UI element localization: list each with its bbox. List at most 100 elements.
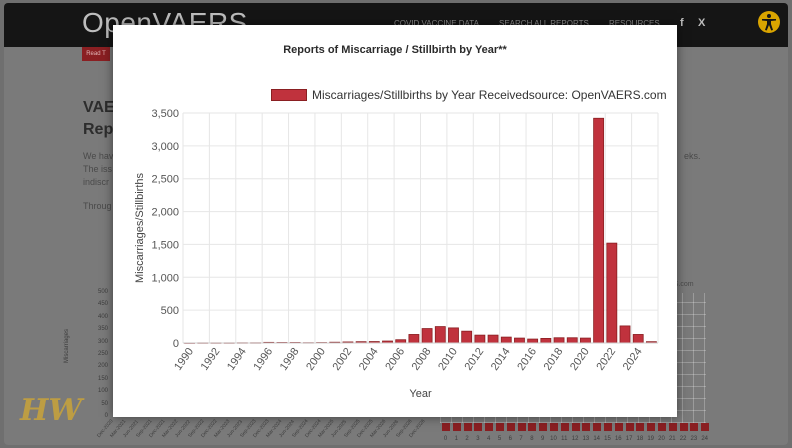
bg-chart2-bar xyxy=(485,423,494,431)
bg-chart2-bar xyxy=(517,423,526,431)
bar-2016 xyxy=(527,338,539,344)
x-tick-label: 2014 xyxy=(489,346,513,373)
chart-title: Reports of Miscarriage / Stillbirth by Y… xyxy=(283,44,507,56)
bg-paragraph-line1: We hav xyxy=(83,151,114,161)
bar-2013 xyxy=(487,334,499,344)
bg-chart-ytick: 150 xyxy=(97,375,108,382)
bg-chart2-xtick: 19 xyxy=(647,436,655,442)
x-tick-label: 2012 xyxy=(462,346,486,373)
bg-chart2-xtick: 9 xyxy=(541,436,545,442)
read-button[interactable]: Read T xyxy=(82,47,110,61)
facebook-icon[interactable]: f xyxy=(680,17,684,29)
nav-resources[interactable]: RESOURCES xyxy=(609,19,660,28)
accessibility-icon[interactable] xyxy=(758,11,780,33)
bg-chart2-xtick: 21 xyxy=(668,436,676,442)
bg-chart2-bar xyxy=(593,423,602,431)
y-tick-label: 1,000 xyxy=(151,272,179,284)
bg-chart2-bar xyxy=(442,423,450,431)
bg-chart2-xtick: 4 xyxy=(487,436,491,442)
bg-chart2-bar xyxy=(614,423,623,431)
bg-chart-ytick: 450 xyxy=(97,301,108,308)
bg-chart-source: ERS.com xyxy=(664,281,694,288)
bg-chart2-bar xyxy=(463,423,472,431)
x-tick-label: 2002 xyxy=(331,346,355,373)
bg-page-title-line1: VAE xyxy=(83,99,115,116)
bg-paragraph-right: eks. xyxy=(684,151,701,161)
bar-2008 xyxy=(421,328,433,344)
x-tick-label: 1992 xyxy=(199,346,223,373)
y-tick-label: 2,000 xyxy=(151,207,179,219)
y-axis-title: Miscarriages/Stillbirths xyxy=(134,172,146,283)
bar-2021 xyxy=(593,117,605,344)
bar-2014 xyxy=(500,336,512,344)
bg-chart2-xtick: 23 xyxy=(690,436,698,442)
y-tick-label: 500 xyxy=(161,305,179,317)
bar-2007 xyxy=(408,334,420,344)
bg-chart-ytick: 100 xyxy=(97,388,108,395)
bg-chart-ytick: 350 xyxy=(97,326,108,333)
bg-chart2-bar xyxy=(701,423,710,431)
bar-2010 xyxy=(448,327,459,344)
chart-modal: Reports of Miscarriage / Stillbirth by Y… xyxy=(113,25,677,417)
bg-chart-ytick: 500 xyxy=(97,289,108,295)
bg-chart2-xtick: 7 xyxy=(519,436,523,442)
bg-chart-ytick: 0 xyxy=(104,413,108,419)
x-tick-label: 2008 xyxy=(410,346,434,373)
bg-chart2-bar xyxy=(496,423,504,431)
bg-chart-ytick: 300 xyxy=(97,338,108,345)
x-tick-label: 2024 xyxy=(621,346,645,373)
bg-chart2-xtick: 0 xyxy=(443,436,448,442)
bg-paragraph-line3: indiscr xyxy=(83,177,110,187)
legend-label[interactable]: Miscarriages/Stillbirths by Year Receive… xyxy=(312,88,667,102)
bg-chart2-xtick: 1 xyxy=(454,436,458,442)
bg-chart2-bar xyxy=(625,423,634,431)
bg-chart2-bar xyxy=(452,423,461,431)
x-axis-title: Year xyxy=(409,388,432,400)
bg-chart2-bar xyxy=(668,423,677,431)
y-tick-label: 2,500 xyxy=(151,174,179,186)
x-tick-label: 2020 xyxy=(568,346,592,373)
bg-chart2-bar xyxy=(679,423,688,431)
x-tick-label: 2022 xyxy=(594,346,618,373)
bg-chart-ytick: 50 xyxy=(101,400,108,407)
bg-chart2-xtick: 20 xyxy=(658,436,665,442)
bar-2015 xyxy=(514,337,525,344)
bg-chart2-xtick: 8 xyxy=(530,436,534,442)
x-icon[interactable]: X xyxy=(698,17,706,29)
bar-2012 xyxy=(474,334,486,344)
bar-2018 xyxy=(553,337,565,344)
bg-chart2-bar xyxy=(582,423,591,431)
bg-paragraph-line2: The iss xyxy=(83,164,113,174)
bg-chart2-xtick: 18 xyxy=(636,436,644,442)
bg-chart2-xtick: 2 xyxy=(465,436,469,442)
nav-search-all-reports[interactable]: SEARCH ALL REPORTS xyxy=(499,19,589,28)
bg-chart2-bar xyxy=(550,423,558,431)
bar-2011 xyxy=(461,330,473,344)
bar-2020 xyxy=(580,337,591,344)
legend-swatch[interactable] xyxy=(271,89,307,101)
bg-chart2-xtick: 14 xyxy=(593,436,601,442)
bg-chart-ytick: 400 xyxy=(97,313,108,320)
x-tick-label: 1996 xyxy=(251,346,275,373)
bar-2024 xyxy=(632,334,644,344)
bg-chart2-xtick: 16 xyxy=(614,436,622,442)
bg-chart2-bar xyxy=(571,423,580,431)
nav-covid-vaccine-data[interactable]: COVID VACCINE DATA xyxy=(394,19,479,28)
bg-chart-ytick: 200 xyxy=(97,363,108,370)
bg-chart-ytick: 250 xyxy=(97,351,108,357)
bg-chart2-xtick: 22 xyxy=(679,436,687,442)
bar-2019 xyxy=(566,337,578,344)
x-tick-label: 1998 xyxy=(278,346,302,373)
bg-page-title-line2: Rep xyxy=(83,121,114,138)
bar-2009 xyxy=(434,326,446,344)
bar-2023 xyxy=(619,325,631,344)
y-tick-label: 0 xyxy=(173,338,179,350)
watermark-logo: HW xyxy=(20,393,83,428)
bg-paragraph-line4: Throug xyxy=(83,201,112,211)
bg-chart2-bar xyxy=(636,423,645,431)
bg-chart2-xtick: 13 xyxy=(582,436,590,442)
x-tick-label: 2010 xyxy=(436,346,460,373)
x-tick-label: 2000 xyxy=(304,346,328,373)
bg-chart2-xtick: 3 xyxy=(476,436,480,442)
